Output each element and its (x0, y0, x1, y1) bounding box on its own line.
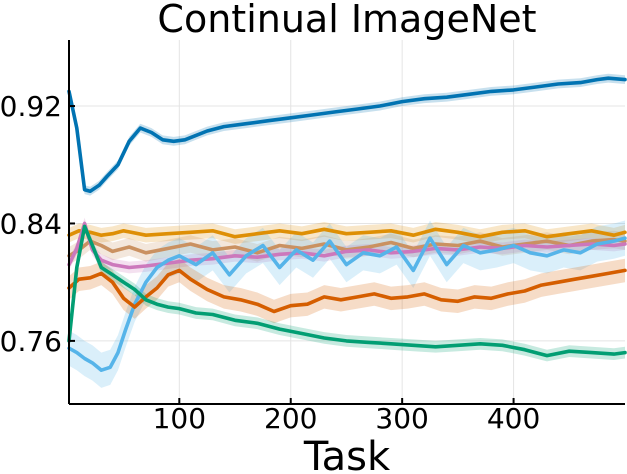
series-3-line (67, 237, 627, 258)
series-lines (67, 76, 627, 373)
series-4-line (67, 221, 627, 270)
y-tick-label: 0.76 (0, 325, 62, 358)
x-axis-label: Task (303, 434, 391, 474)
x-tick-label: 400 (487, 402, 540, 435)
tick-labels: 100 200 300 400 0.76 0.84 0.92 (0, 90, 540, 435)
x-tick-label: 200 (264, 402, 317, 435)
series-1-band (69, 73, 625, 196)
chart-title: Continual ImageNet (157, 0, 536, 41)
series-5-line (67, 236, 627, 373)
y-tick-label: 0.84 (0, 207, 62, 240)
series-7-line (67, 224, 627, 358)
x-tick-label: 300 (375, 402, 428, 435)
axes (68, 40, 625, 405)
series-5-band (69, 220, 625, 388)
x-tick-label: 100 (153, 402, 206, 435)
series-1-line (67, 76, 627, 193)
y-tick-label: 0.92 (0, 90, 62, 123)
series-6-line (67, 268, 627, 314)
series-2-line (67, 227, 627, 239)
series-6-band (69, 258, 625, 324)
series-7-band (69, 220, 625, 362)
